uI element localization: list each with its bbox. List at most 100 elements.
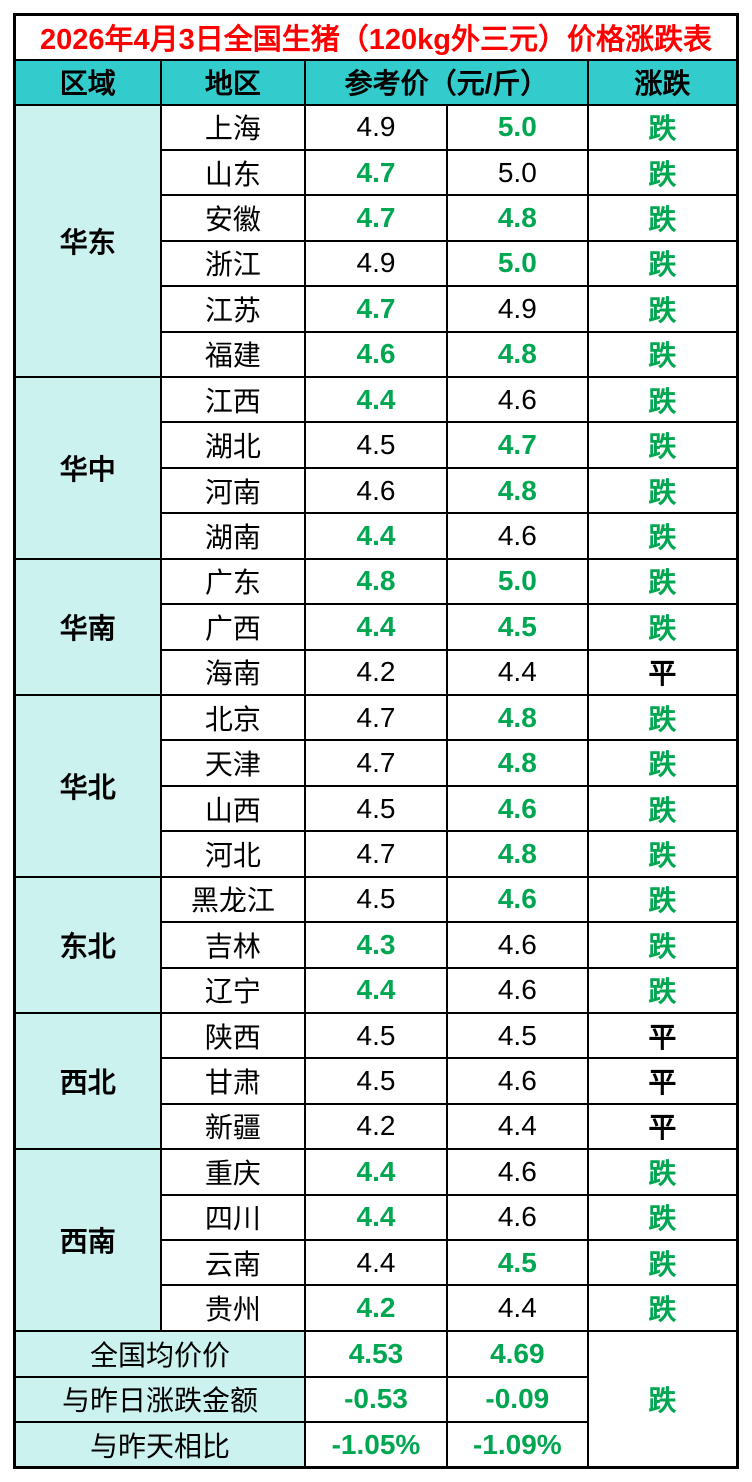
price-cell: 4.7	[304, 693, 448, 742]
summary-value: -1.09%	[445, 1421, 589, 1469]
summary-value: -0.53	[304, 1375, 448, 1424]
change-cell: 跌	[586, 739, 739, 787]
page-title: 2026年4月3日全国生猪（120kg外三元）价格涨跌表	[13, 13, 739, 61]
summary-value: 4.69	[445, 1330, 589, 1378]
price-cell: 4.4	[445, 1102, 589, 1151]
price-cell: 4.5	[445, 1011, 589, 1060]
price-cell: 4.7	[304, 285, 448, 333]
price-cell: 4.8	[445, 739, 589, 787]
area-cell: 河南	[159, 466, 307, 515]
table-row: 四川 4.4 4.6 跌	[15, 1193, 739, 1242]
price-cell: 4.5	[304, 875, 448, 924]
price-cell: 4.8	[445, 466, 589, 515]
price-cell: 4.7	[304, 739, 448, 787]
area-cell: 福建	[159, 330, 307, 379]
summary-change-cell: 跌	[586, 1330, 739, 1469]
price-cell: 4.4	[304, 966, 448, 1014]
area-cell: 黑龙江	[159, 875, 307, 924]
area-cell: 北京	[159, 693, 307, 742]
summary-row: 与昨日涨跌金额 -0.53 -0.09	[13, 1375, 738, 1424]
area-cell: 安徽	[159, 194, 307, 242]
price-cell: 4.5	[445, 603, 589, 651]
price-cell: 4.2	[304, 1102, 448, 1151]
change-cell: 跌	[586, 194, 739, 242]
region-cell: 西南	[13, 1148, 162, 1333]
price-cell: 4.5	[304, 421, 448, 469]
area-cell: 江苏	[159, 285, 307, 333]
price-cell: 4.6	[445, 376, 589, 424]
change-cell: 跌	[586, 921, 739, 969]
price-cell: 4.6	[304, 466, 448, 515]
table-row: 天津 4.7 4.8 跌	[15, 739, 739, 787]
price-cell: 4.4	[304, 1193, 448, 1242]
change-cell: 平	[586, 1102, 739, 1151]
area-cell: 浙江	[159, 239, 307, 288]
price-cell: 4.6	[445, 1057, 589, 1105]
price-cell: 4.4	[304, 603, 448, 651]
change-cell: 跌	[586, 784, 739, 833]
area-cell: 重庆	[159, 1148, 307, 1196]
price-cell: 4.8	[445, 693, 589, 742]
change-cell: 跌	[586, 466, 739, 515]
change-cell: 平	[586, 1057, 739, 1105]
change-cell: 跌	[586, 603, 739, 651]
change-cell: 跌	[586, 148, 739, 197]
price-cell: 4.4	[304, 1239, 448, 1287]
change-cell: 平	[586, 1011, 739, 1060]
table-row: 安徽 4.7 4.8 跌	[15, 194, 739, 242]
price-cell: 4.6	[445, 921, 589, 969]
region-cell: 华中	[13, 376, 162, 560]
change-cell: 跌	[586, 1239, 739, 1287]
price-cell: 5.0	[445, 103, 589, 151]
area-cell: 河北	[159, 830, 307, 878]
price-cell: 4.6	[445, 966, 589, 1014]
table-row: 广西 4.4 4.5 跌	[15, 603, 739, 651]
change-cell: 跌	[586, 557, 739, 606]
price-cell: 4.6	[445, 875, 589, 924]
area-cell: 湖北	[159, 421, 307, 469]
change-cell: 跌	[586, 966, 739, 1014]
region-cell: 华南	[13, 557, 162, 696]
area-cell: 天津	[159, 739, 307, 787]
price-cell: 5.0	[445, 557, 589, 606]
summary-value: -0.09	[445, 1375, 589, 1424]
table-row: 华中 江西 4.4 4.6 跌	[13, 376, 739, 560]
area-cell: 陕西	[159, 1011, 307, 1060]
change-cell: 跌	[586, 1284, 739, 1333]
price-cell: 4.4	[445, 1284, 589, 1333]
table-row: 华东 上海 4.9 5.0 跌	[13, 103, 739, 379]
header-row: 区域 地区 参考价（元/斤） 涨跌	[13, 58, 739, 106]
table-row: 辽宁 4.4 4.6 跌	[15, 966, 739, 1014]
table-row: 华北 北京 4.7 4.8 跌	[13, 693, 739, 878]
price-cell: 4.4	[304, 512, 448, 560]
price-cell: 4.5	[304, 1011, 448, 1060]
region-cell: 东北	[13, 875, 162, 1014]
table-row: 湖北 4.5 4.7 跌	[15, 421, 739, 469]
price-cell: 4.7	[304, 830, 448, 878]
price-cell: 4.5	[445, 1239, 589, 1287]
table-row: 河南 4.6 4.8 跌	[15, 466, 739, 515]
change-cell: 跌	[586, 512, 739, 560]
change-cell: 跌	[586, 693, 739, 742]
table-row: 华南 广东 4.8 5.0 跌	[13, 557, 739, 696]
table-row: 西北 陕西 4.5 4.5 平	[13, 1011, 739, 1151]
price-cell: 4.9	[304, 239, 448, 288]
table-row: 湖南 4.4 4.6 跌	[15, 512, 739, 560]
area-cell: 贵州	[159, 1284, 307, 1333]
area-cell: 甘肃	[159, 1057, 307, 1105]
area-cell: 广西	[159, 603, 307, 651]
change-cell: 跌	[586, 875, 739, 924]
title-row: 2026年4月3日全国生猪（120kg外三元）价格涨跌表	[13, 13, 739, 61]
change-cell: 跌	[586, 330, 739, 379]
price-cell: 4.9	[445, 285, 589, 333]
area-cell: 湖南	[159, 512, 307, 560]
table-row: 新疆 4.2 4.4 平	[15, 1102, 739, 1151]
price-cell: 4.4	[304, 1148, 448, 1196]
price-cell: 4.5	[304, 1057, 448, 1105]
table-row: 吉林 4.3 4.6 跌	[15, 921, 739, 969]
price-table-body: 华东 上海 4.9 5.0 跌山东 4.7 5.0 跌安徽 4.7 4.8 跌浙江 4.9 5.0 跌江苏…	[13, 103, 739, 1333]
change-cell: 跌	[586, 103, 739, 151]
price-cell: 4.9	[304, 103, 448, 151]
price-cell: 4.6	[304, 330, 448, 379]
